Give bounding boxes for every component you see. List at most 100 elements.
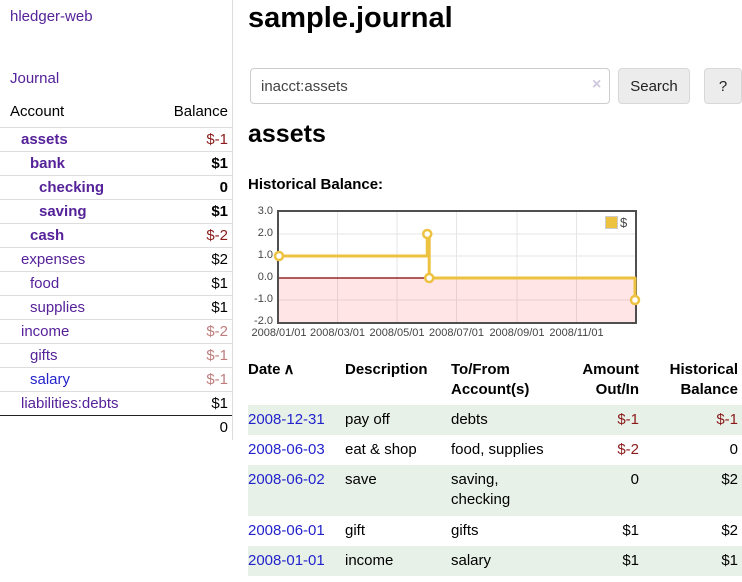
- account-balance: 0: [147, 175, 232, 200]
- account-row: checking 0: [0, 175, 232, 200]
- account-row: food $1: [0, 271, 232, 296]
- register-amount: $1: [622, 521, 639, 539]
- date-column-header[interactable]: Date ∧: [248, 361, 295, 378]
- account-link[interactable]: supplies: [30, 299, 86, 316]
- register-balance: $2: [721, 521, 738, 539]
- account-link[interactable]: bank: [30, 155, 66, 172]
- account-link[interactable]: salary: [30, 371, 71, 388]
- account-row: assets $-1: [0, 127, 232, 152]
- help-button[interactable]: ?: [704, 68, 742, 104]
- register-accounts: food, supplies: [451, 440, 544, 458]
- chart-legend: $: [605, 215, 627, 230]
- legend-swatch-icon: [605, 216, 618, 229]
- balance-column-header: Balance: [173, 103, 228, 120]
- sort-asc-icon: ∧: [283, 361, 295, 378]
- account-link[interactable]: food: [30, 275, 60, 292]
- account-row: saving $1: [0, 199, 232, 224]
- total-balance: 0: [147, 415, 232, 439]
- register-table: Date ∧ Description To/From Account(s) Amo…: [248, 358, 742, 576]
- account-row: bank $1: [0, 151, 232, 176]
- table-row: 2008-06-02 save saving, checking 0 $2: [248, 465, 742, 516]
- account-balance: $-1: [147, 367, 232, 392]
- page-title: sample.journal: [248, 2, 453, 34]
- account-balance: $-1: [147, 127, 232, 152]
- register-description: save: [345, 471, 377, 488]
- register-description: eat & shop: [345, 440, 417, 458]
- account-row: cash $-2: [0, 223, 232, 248]
- register-accounts: debts: [451, 410, 488, 428]
- x-axis-tick-label: 2008/09/01: [489, 327, 545, 339]
- accounts-column-header: To/From Account(s): [451, 361, 530, 399]
- x-axis-tick-label: 2008/05/01: [369, 327, 425, 339]
- account-balance: $1: [147, 151, 232, 176]
- main-content: sample.journal × Search ? assets Histori…: [248, 0, 742, 582]
- table-row: 2008-12-31 pay off debts $-1 $-1: [248, 404, 742, 435]
- x-axis-tick-label: 2008/01/01: [251, 327, 307, 339]
- register-date-link[interactable]: 2008-06-02: [248, 471, 325, 488]
- balance-column-header-main: Historical Balance: [669, 361, 738, 399]
- register-date-link[interactable]: 2008-06-01: [248, 521, 325, 539]
- account-balance: $-2: [147, 319, 232, 344]
- register-amount: $1: [622, 551, 639, 569]
- table-row: 2008-06-03 eat & shop food, supplies $-2 0: [248, 435, 742, 465]
- account-link[interactable]: assets: [21, 131, 68, 148]
- register-description: gift: [345, 521, 366, 539]
- nav-journal-link[interactable]: Journal: [10, 70, 60, 87]
- accounts-body: assets $-1 bank $1 checking 0 saving $1 cash $-2 e…: [0, 127, 232, 439]
- x-axis-tick-label: 2008/07/01: [428, 327, 485, 339]
- chart-canvas: [273, 212, 641, 322]
- account-balance: $1: [147, 295, 232, 320]
- x-axis-tick-label: 2008/11/01: [549, 327, 604, 339]
- account-balance: $-2: [147, 223, 232, 248]
- register-body: 2008-12-31 pay off debts $-1 $-1 2008-06-03 ea…: [248, 404, 742, 576]
- amount-column-header: Amount Out/In: [582, 361, 639, 399]
- register-date-link[interactable]: 2008-06-03: [248, 440, 325, 458]
- description-column-header: Description: [345, 361, 428, 378]
- account-link[interactable]: income: [21, 323, 70, 340]
- register-date-link[interactable]: 2008-01-01: [248, 551, 325, 569]
- register-date-link[interactable]: 2008-12-31: [248, 410, 325, 428]
- account-link[interactable]: expenses: [21, 251, 86, 268]
- x-axis-tick-label: 2008/03/01: [309, 327, 366, 339]
- register-accounts: salary: [451, 551, 492, 569]
- accounts-total-row: 0: [0, 415, 232, 439]
- register-balance: $1: [721, 551, 738, 569]
- table-row: 2008-01-01 income salary $1 $1: [248, 545, 742, 576]
- chart-heading: Historical Balance:: [248, 176, 384, 193]
- y-axis-tick-label: -1.0: [254, 293, 273, 305]
- register-amount: 0: [630, 471, 639, 488]
- y-axis-tick-label: -2.0: [254, 315, 273, 327]
- brand-link[interactable]: hledger-web: [10, 8, 93, 25]
- register-header-row: Date ∧ Description To/From Account(s) Amo…: [248, 358, 742, 405]
- account-balance: $1: [147, 199, 232, 224]
- table-row: 2008-06-01 gift gifts $1 $2: [248, 516, 742, 546]
- search-input[interactable]: [250, 68, 610, 104]
- search-button[interactable]: Search: [618, 68, 690, 104]
- account-row: supplies $1: [0, 295, 232, 320]
- y-axis-tick-label: 2.0: [257, 227, 273, 239]
- account-row: gifts $-1: [0, 343, 232, 368]
- account-row: liabilities:debts $1: [0, 391, 232, 416]
- y-axis-tick-label: 3.0: [257, 205, 273, 217]
- register-amount: $-2: [617, 440, 639, 458]
- account-link[interactable]: cash: [30, 227, 65, 244]
- clear-search-icon[interactable]: ×: [592, 76, 602, 93]
- legend-label: $: [620, 215, 628, 230]
- historical-balance-chart: $ 3.0 2.0 1.0 0.0 -1.0 -2.0 2008/01/01 2008/03/…: [248, 203, 742, 353]
- account-balance: $2: [147, 247, 232, 272]
- account-row: income $-2: [0, 319, 232, 344]
- account-link[interactable]: gifts: [30, 347, 58, 364]
- register-accounts: gifts: [451, 521, 479, 539]
- register-balance: 0: [729, 440, 738, 458]
- account-link[interactable]: liabilities:debts: [21, 395, 119, 412]
- register-description: pay off: [345, 410, 390, 428]
- account-balance: $-1: [147, 343, 232, 368]
- account-link[interactable]: checking: [39, 179, 105, 196]
- account-link[interactable]: saving: [39, 203, 87, 220]
- search-bar: × Search ?: [248, 68, 742, 104]
- accounts-header-row: Account Balance: [0, 98, 232, 128]
- y-axis-tick-label: 0.0: [257, 271, 273, 283]
- sidebar: hledger-web Journal Account Balance asse…: [0, 0, 233, 440]
- accounts-table: Account Balance assets $-1 bank $1 checking 0…: [0, 98, 232, 439]
